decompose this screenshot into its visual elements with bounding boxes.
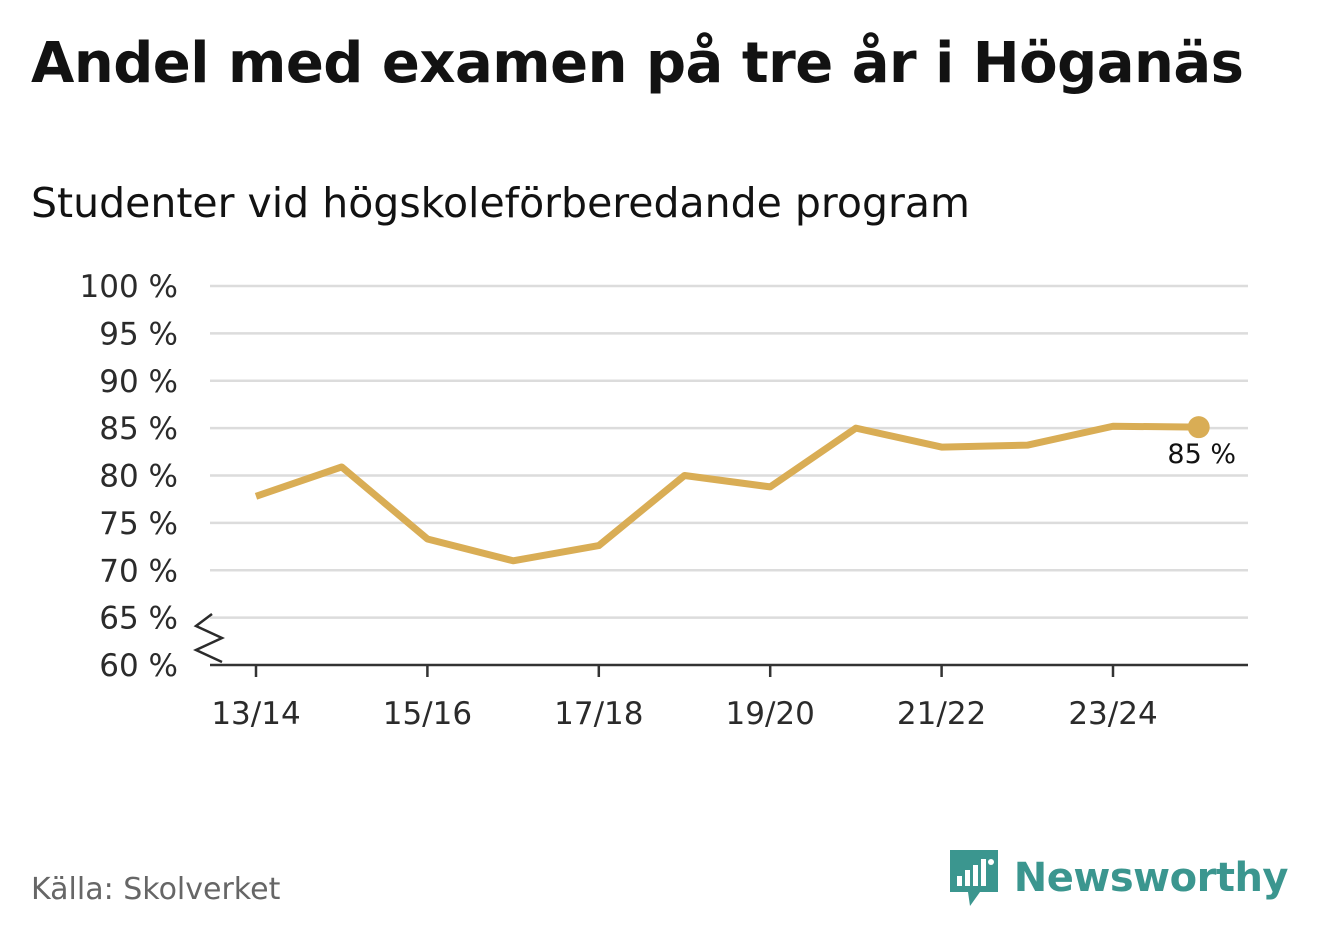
x-tick-label: 23/24	[1068, 696, 1157, 732]
y-tick-label: 75 %	[99, 506, 178, 542]
y-tick-label: 60 %	[99, 648, 178, 684]
y-axis-ticks: 60 % 65 % 70 % 75 % 80 % 85 % 90 % 95 % 100 %	[80, 269, 178, 684]
bar-chart-speech-bubble-icon	[949, 850, 998, 906]
x-tick-label: 13/14	[211, 696, 300, 732]
series-line	[254, 422, 1199, 565]
gridlines	[210, 284, 1248, 619]
axis-break-marker	[193, 613, 225, 664]
chart-subtitle: Studenter vid högskoleförberedande progr…	[31, 179, 970, 227]
y-tick-label: 70 %	[99, 553, 178, 589]
x-tick-label: 15/16	[383, 696, 472, 732]
x-axis: 13/14 15/16 17/18 19/20 21/22 23/24	[193, 613, 1248, 732]
chart-title: Andel med examen på tre år i Höganäs	[31, 31, 1244, 96]
end-point-marker	[1187, 416, 1210, 439]
x-tick-label: 17/18	[554, 696, 643, 732]
y-tick-label: 90 %	[99, 364, 178, 400]
y-tick-label: 100 %	[80, 269, 178, 305]
x-tick-label: 21/22	[897, 696, 986, 732]
brand-name: Newsworthy	[1013, 855, 1289, 901]
y-tick-label: 65 %	[99, 601, 178, 637]
source-note: Källa: Skolverket	[31, 872, 281, 907]
brand-logo: Newsworthy	[948, 848, 1289, 908]
series-layer: 85 %	[254, 416, 1236, 565]
y-tick-label: 95 %	[99, 316, 178, 352]
end-value-label: 85 %	[1167, 439, 1236, 470]
y-tick-label: 80 %	[99, 459, 178, 495]
x-tick-label: 19/20	[726, 696, 815, 732]
y-tick-label: 85 %	[99, 411, 178, 447]
